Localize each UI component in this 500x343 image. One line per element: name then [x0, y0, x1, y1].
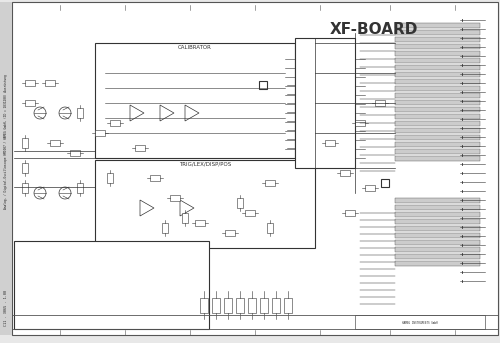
Polygon shape	[130, 105, 144, 121]
Polygon shape	[365, 185, 375, 191]
Bar	[395, 135, 480, 140]
Bar	[395, 93, 480, 98]
Bar	[395, 219, 480, 224]
Bar	[395, 37, 480, 42]
Bar	[395, 233, 480, 238]
Circle shape	[34, 187, 46, 199]
Bar	[14, 241, 209, 329]
Bar	[395, 212, 480, 217]
Bar	[395, 72, 480, 77]
Bar	[95, 43, 295, 158]
Polygon shape	[182, 213, 188, 223]
Bar	[200, 298, 208, 313]
Polygon shape	[265, 180, 275, 186]
Polygon shape	[340, 170, 350, 176]
Polygon shape	[225, 230, 235, 236]
Bar	[395, 100, 480, 105]
Text: HAMEG INSTRUMENTS GmbH: HAMEG INSTRUMENTS GmbH	[402, 321, 438, 325]
Bar	[381, 179, 389, 187]
Polygon shape	[70, 150, 80, 156]
Bar	[395, 205, 480, 210]
Polygon shape	[22, 163, 28, 173]
Bar	[259, 81, 267, 89]
Text: Analog- / Digital-Oscilloscope HM1007 / HAMEG GmbH, (ID = 1831200) Ausrüstung: Analog- / Digital-Oscilloscope HM1007 / …	[4, 74, 8, 209]
Text: CALIBRATOR: CALIBRATOR	[178, 45, 212, 50]
Polygon shape	[355, 120, 365, 126]
Polygon shape	[375, 100, 385, 106]
Bar	[236, 298, 244, 313]
Polygon shape	[22, 138, 28, 148]
Polygon shape	[160, 105, 174, 121]
Polygon shape	[135, 145, 145, 151]
Polygon shape	[245, 210, 255, 216]
Bar	[395, 128, 480, 133]
Bar	[395, 114, 480, 119]
Polygon shape	[107, 173, 113, 183]
Bar	[224, 298, 232, 313]
Bar	[395, 65, 480, 70]
Bar	[395, 30, 480, 35]
Polygon shape	[195, 220, 205, 226]
Bar	[395, 247, 480, 252]
Text: C11 - 3065 - 1.00: C11 - 3065 - 1.00	[4, 290, 8, 326]
Bar	[395, 198, 480, 203]
Bar	[355, 315, 485, 329]
Bar	[395, 149, 480, 154]
Polygon shape	[170, 195, 180, 201]
Polygon shape	[22, 183, 28, 193]
Bar	[284, 298, 292, 313]
Polygon shape	[95, 130, 105, 136]
Bar	[395, 142, 480, 147]
Polygon shape	[150, 175, 160, 181]
Bar	[395, 86, 480, 91]
Polygon shape	[162, 223, 168, 233]
Bar	[395, 107, 480, 112]
Polygon shape	[267, 223, 273, 233]
Polygon shape	[25, 80, 35, 86]
Polygon shape	[237, 198, 243, 208]
Bar	[395, 254, 480, 259]
Bar	[0, 2, 12, 335]
Polygon shape	[185, 105, 199, 121]
Circle shape	[59, 107, 71, 119]
Polygon shape	[325, 140, 335, 146]
Bar	[95, 160, 315, 248]
Polygon shape	[77, 108, 83, 118]
Bar	[395, 23, 480, 28]
Bar	[395, 44, 480, 49]
Polygon shape	[45, 80, 55, 86]
Polygon shape	[50, 140, 60, 146]
Bar	[395, 79, 480, 84]
Polygon shape	[25, 100, 35, 106]
Polygon shape	[140, 200, 154, 216]
Polygon shape	[77, 183, 83, 193]
Bar	[395, 240, 480, 245]
Polygon shape	[180, 200, 194, 216]
Text: XF-BOARD: XF-BOARD	[330, 22, 418, 37]
Bar	[295, 38, 355, 168]
Bar	[212, 298, 220, 313]
Circle shape	[59, 187, 71, 199]
Bar	[395, 58, 480, 63]
Polygon shape	[110, 120, 120, 126]
Bar	[260, 298, 268, 313]
Bar	[395, 226, 480, 231]
Circle shape	[34, 107, 46, 119]
Text: TRIG/LEX/DISP/POS: TRIG/LEX/DISP/POS	[179, 162, 231, 167]
Bar	[248, 298, 256, 313]
Bar	[395, 51, 480, 56]
Bar	[395, 261, 480, 266]
Bar	[272, 298, 280, 313]
Bar	[395, 156, 480, 161]
Bar	[395, 121, 480, 126]
Polygon shape	[345, 210, 355, 216]
